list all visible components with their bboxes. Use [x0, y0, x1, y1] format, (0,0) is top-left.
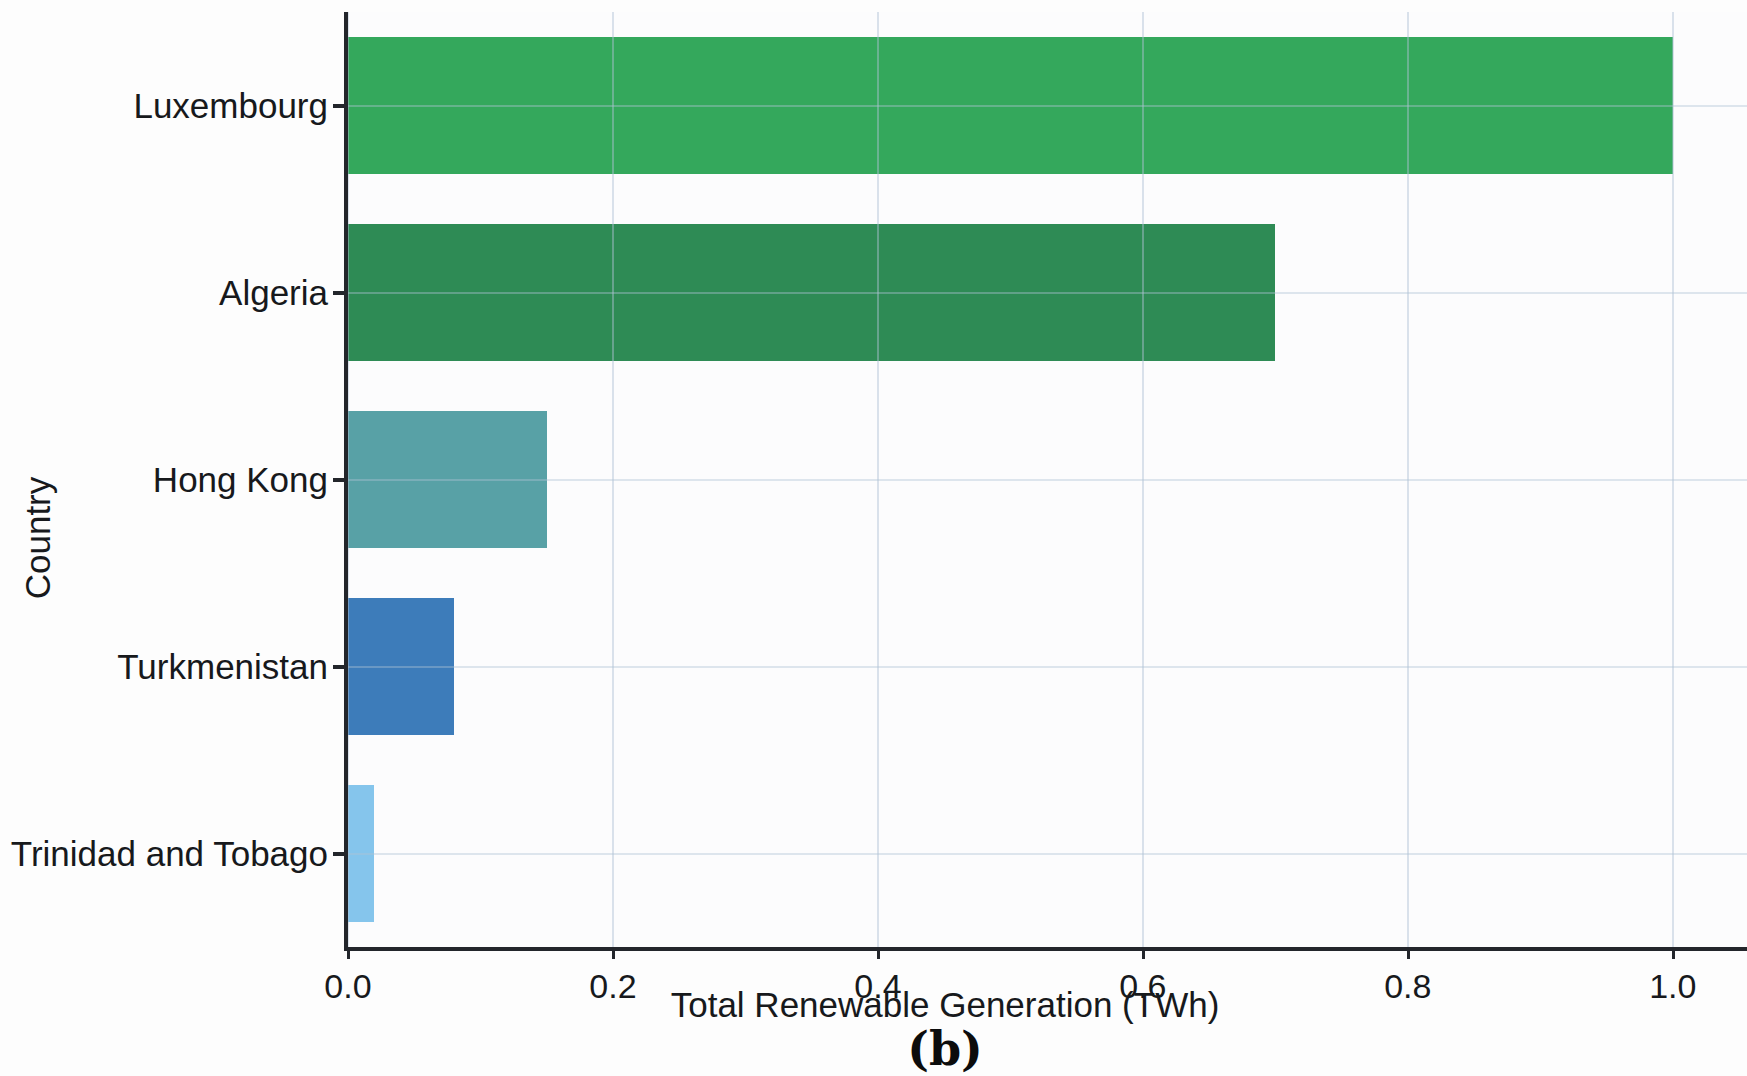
x-tick-mark [347, 947, 350, 959]
x-axis-spine [344, 947, 1747, 951]
x-tick-label: 0.8 [1384, 969, 1431, 1003]
x-tick-mark [877, 947, 880, 959]
x-tick-mark [1672, 947, 1675, 959]
x-tick-label: 0.4 [854, 969, 901, 1003]
figure-caption: (b) [907, 1022, 983, 1076]
y-tick-mark [333, 665, 344, 669]
x-tick-label: 1.0 [1649, 969, 1696, 1003]
x-tick-label: 0.6 [1119, 969, 1166, 1003]
y-axis-spine [344, 12, 348, 947]
horizontal-gridline [348, 479, 1747, 481]
x-tick-mark [1142, 947, 1145, 959]
x-tick-label: 0.0 [324, 969, 371, 1003]
category-label: Trinidad and Tobago [11, 834, 328, 873]
category-label: Turkmenistan [117, 647, 328, 686]
x-tick-mark [612, 947, 615, 959]
category-label: Luxembourg [133, 86, 328, 125]
category-label: Hong Kong [153, 460, 328, 499]
y-tick-mark [333, 478, 344, 482]
category-label: Algeria [219, 273, 328, 312]
horizontal-gridline [348, 666, 1747, 668]
y-tick-mark [333, 291, 344, 295]
y-tick-mark [333, 852, 344, 856]
horizontal-gridline [348, 105, 1747, 107]
y-axis-label: Country [18, 477, 58, 600]
horizontal-gridline [348, 853, 1747, 855]
horizontal-gridline [348, 292, 1747, 294]
plot-area [348, 12, 1747, 947]
x-tick-label: 0.2 [589, 969, 636, 1003]
bar-chart-figure: Country Total Renewable Generation (TWh)… [0, 0, 1747, 1076]
x-tick-mark [1407, 947, 1410, 959]
y-tick-mark [333, 104, 344, 108]
